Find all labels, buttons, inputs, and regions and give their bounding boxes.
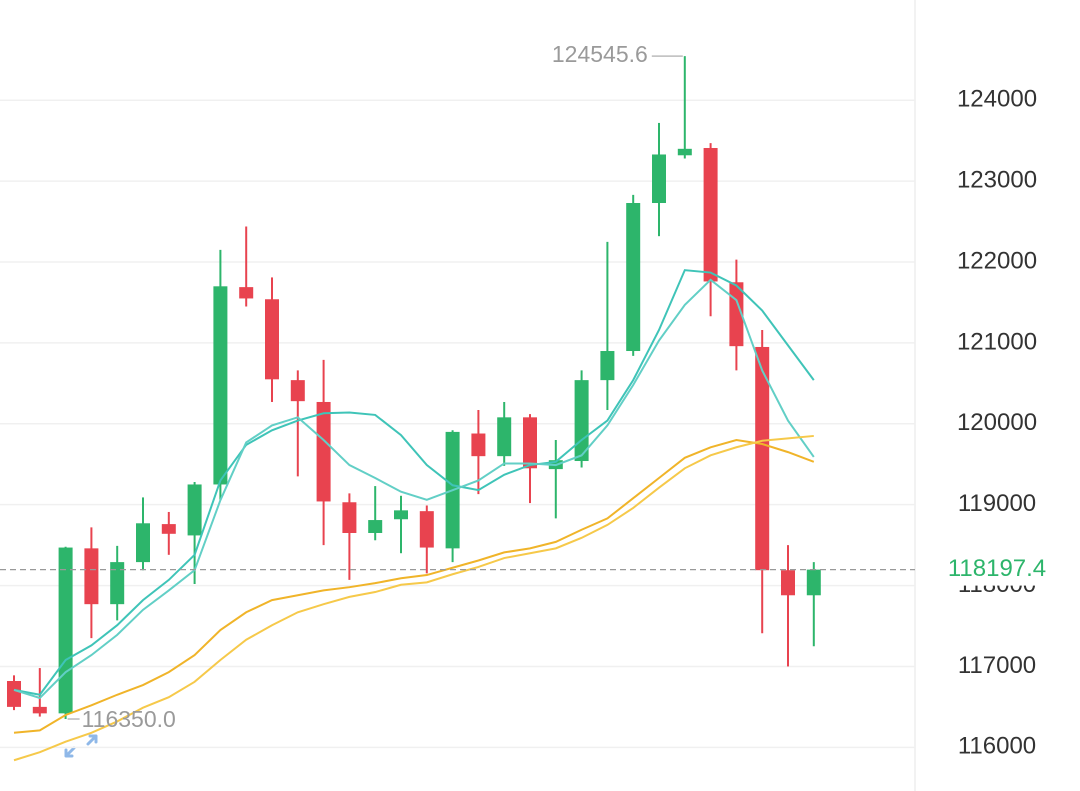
- y-tick-label: 122000: [957, 247, 1037, 274]
- candle-body: [58, 547, 73, 714]
- candle-body: [806, 569, 821, 596]
- y-tick-label: 117000: [958, 652, 1036, 679]
- candle-body: [755, 346, 770, 571]
- moving-average-line: [13, 434, 814, 762]
- expand-arrow: [64, 746, 76, 758]
- candle-body: [652, 154, 666, 204]
- candle-body: [677, 148, 692, 156]
- candle-body: [7, 681, 21, 707]
- candle-body: [239, 287, 254, 299]
- candle-body: [110, 562, 125, 605]
- candle-body: [626, 203, 641, 352]
- candle-body: [574, 380, 589, 462]
- candle-body: [368, 520, 383, 533]
- candle-body: [32, 706, 47, 714]
- candle-body: [136, 523, 150, 563]
- y-tick-label: 124000: [957, 86, 1037, 113]
- candle-body: [781, 570, 795, 596]
- candle-body: [394, 510, 408, 520]
- candle-body: [497, 417, 512, 457]
- candle-body: [161, 524, 176, 534]
- moving-average-line: [13, 438, 815, 734]
- y-tick-label: 123000: [957, 167, 1037, 194]
- candle-body: [342, 502, 357, 533]
- expand-icon[interactable]: [64, 734, 98, 758]
- moving-average-line: [13, 278, 815, 700]
- moving-average-line: [13, 269, 815, 696]
- candle-body: [84, 548, 99, 605]
- annotation-label: 116350.0: [82, 706, 176, 732]
- candle-body: [265, 299, 279, 380]
- candle-body: [316, 401, 331, 502]
- last-price-box: [930, 553, 1060, 586]
- candle-body: [290, 380, 305, 402]
- y-tick-label: 116000: [958, 733, 1036, 760]
- candle-body: [187, 484, 202, 536]
- last-price-label: 118197.4: [948, 555, 1046, 582]
- y-tick-label: 119000: [958, 490, 1036, 517]
- candle-body: [213, 286, 228, 485]
- candle-body: [419, 511, 434, 548]
- candle-body: [523, 417, 537, 469]
- candle-body: [703, 148, 718, 282]
- candle-body: [600, 351, 615, 381]
- expand-arrow: [86, 734, 98, 746]
- annotation-label: 124545.6: [552, 41, 648, 67]
- y-tick-label: 121000: [957, 328, 1037, 355]
- y-tick-label: 120000: [957, 409, 1037, 436]
- candle-body: [471, 433, 486, 457]
